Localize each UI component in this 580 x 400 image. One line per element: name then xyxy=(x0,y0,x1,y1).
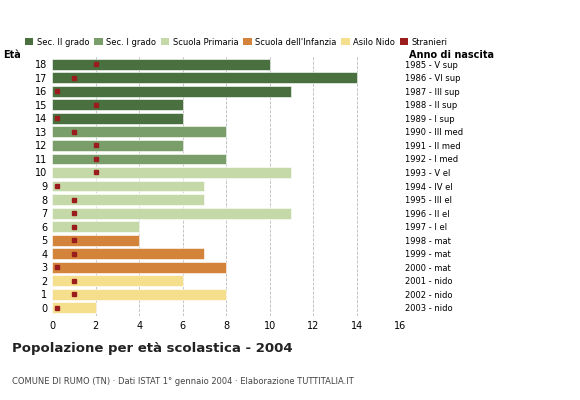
Bar xyxy=(52,194,204,205)
Bar xyxy=(52,302,96,313)
Bar xyxy=(52,154,226,164)
Text: COMUNE DI RUMO (TN) · Dati ISTAT 1° gennaio 2004 · Elaborazione TUTTITALIA.IT: COMUNE DI RUMO (TN) · Dati ISTAT 1° genn… xyxy=(12,377,353,386)
Bar xyxy=(52,289,226,300)
Bar xyxy=(52,86,291,97)
Bar xyxy=(52,126,226,137)
Bar xyxy=(52,235,139,246)
Bar xyxy=(52,208,291,218)
Bar xyxy=(52,248,204,259)
Bar xyxy=(52,140,183,151)
Bar xyxy=(52,113,183,124)
Bar xyxy=(52,221,139,232)
Text: Anno di nascita: Anno di nascita xyxy=(409,50,494,60)
Bar xyxy=(52,59,270,70)
Bar xyxy=(52,99,183,110)
Bar xyxy=(52,262,226,273)
Text: Età: Età xyxy=(3,50,21,60)
Bar xyxy=(52,167,291,178)
Bar xyxy=(52,180,204,192)
Legend: Sec. II grado, Sec. I grado, Scuola Primaria, Scuola dell'Infanzia, Asilo Nido, : Sec. II grado, Sec. I grado, Scuola Prim… xyxy=(25,38,447,47)
Text: Popolazione per età scolastica - 2004: Popolazione per età scolastica - 2004 xyxy=(12,342,292,355)
Bar xyxy=(52,275,183,286)
Bar xyxy=(52,72,357,83)
